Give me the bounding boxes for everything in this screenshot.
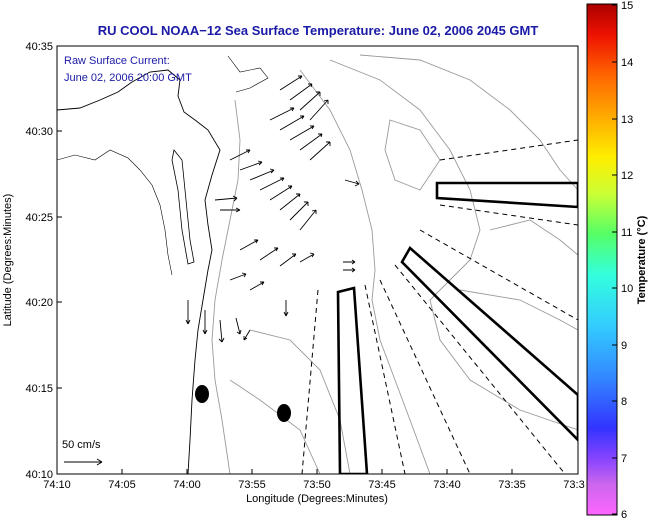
x-tick-3: 73:55 bbox=[238, 479, 266, 491]
y-tick-1: 40:30 bbox=[25, 126, 53, 138]
y-axis-label: Latitude (Degrees:Minutes) bbox=[2, 194, 14, 327]
colorbar bbox=[586, 3, 618, 516]
colorbar-ticks bbox=[612, 4, 617, 515]
current-vectors bbox=[185, 75, 360, 343]
chart-title: RU COOL NOAA−12 Sea Surface Temperature:… bbox=[98, 23, 539, 38]
x-ticks bbox=[56, 469, 579, 474]
x-tick-0: 74:10 bbox=[43, 479, 71, 491]
colorbar-tick-3: 12 bbox=[621, 170, 633, 182]
plot-area: 50 cm/s Raw Surface Current: June 02, 20… bbox=[57, 46, 578, 474]
radar-site-north bbox=[195, 385, 209, 403]
colorbar-label: Temperature (°C) bbox=[636, 215, 648, 304]
y-ticks bbox=[57, 45, 62, 475]
bay-shoreline bbox=[57, 149, 173, 276]
x-tick-1: 74:05 bbox=[108, 479, 136, 491]
scale-arrow bbox=[64, 458, 103, 466]
subtitle-line-2: June 02, 2006 20:00 GMT bbox=[64, 72, 192, 84]
colorbar-tick-7: 8 bbox=[621, 396, 627, 408]
beam-solid-sectors bbox=[336, 181, 578, 474]
x-axis-label: Longitude (Degrees:Minutes) bbox=[246, 493, 388, 505]
colorbar-tick-5: 10 bbox=[621, 283, 633, 295]
y-tick-2: 40:25 bbox=[25, 212, 53, 224]
beam-dashed-lines bbox=[301, 139, 578, 474]
coastline bbox=[57, 69, 221, 474]
colorbar-tick-2: 13 bbox=[621, 114, 633, 126]
island-bar bbox=[171, 149, 195, 265]
x-tick-2: 74:00 bbox=[173, 479, 201, 491]
colorbar-tick-4: 11 bbox=[621, 227, 632, 239]
y-tick-4: 40:15 bbox=[25, 383, 53, 395]
scale-label: 50 cm/s bbox=[62, 439, 101, 451]
inlet-shoreline bbox=[227, 55, 269, 93]
y-tick-3: 40:20 bbox=[25, 297, 53, 309]
colorbar-tick-9: 6 bbox=[621, 509, 627, 519]
subtitle-line-1: Raw Surface Current: bbox=[64, 55, 170, 67]
x-tick-6: 73:40 bbox=[433, 479, 461, 491]
x-tick-5: 73:45 bbox=[368, 479, 396, 491]
x-tick-8: 73:3 bbox=[563, 479, 584, 491]
x-tick-7: 73:35 bbox=[498, 479, 526, 491]
colorbar-tick-8: 7 bbox=[621, 453, 627, 465]
y-tick-5: 40:10 bbox=[25, 469, 53, 481]
y-tick-0: 40:35 bbox=[25, 41, 53, 53]
x-tick-4: 73:50 bbox=[303, 479, 331, 491]
colorbar-tick-1: 14 bbox=[621, 57, 633, 69]
radar-site-south bbox=[277, 404, 291, 422]
colorbar-tick-6: 9 bbox=[621, 340, 627, 352]
colorbar-tick-0: 15 bbox=[621, 0, 633, 12]
